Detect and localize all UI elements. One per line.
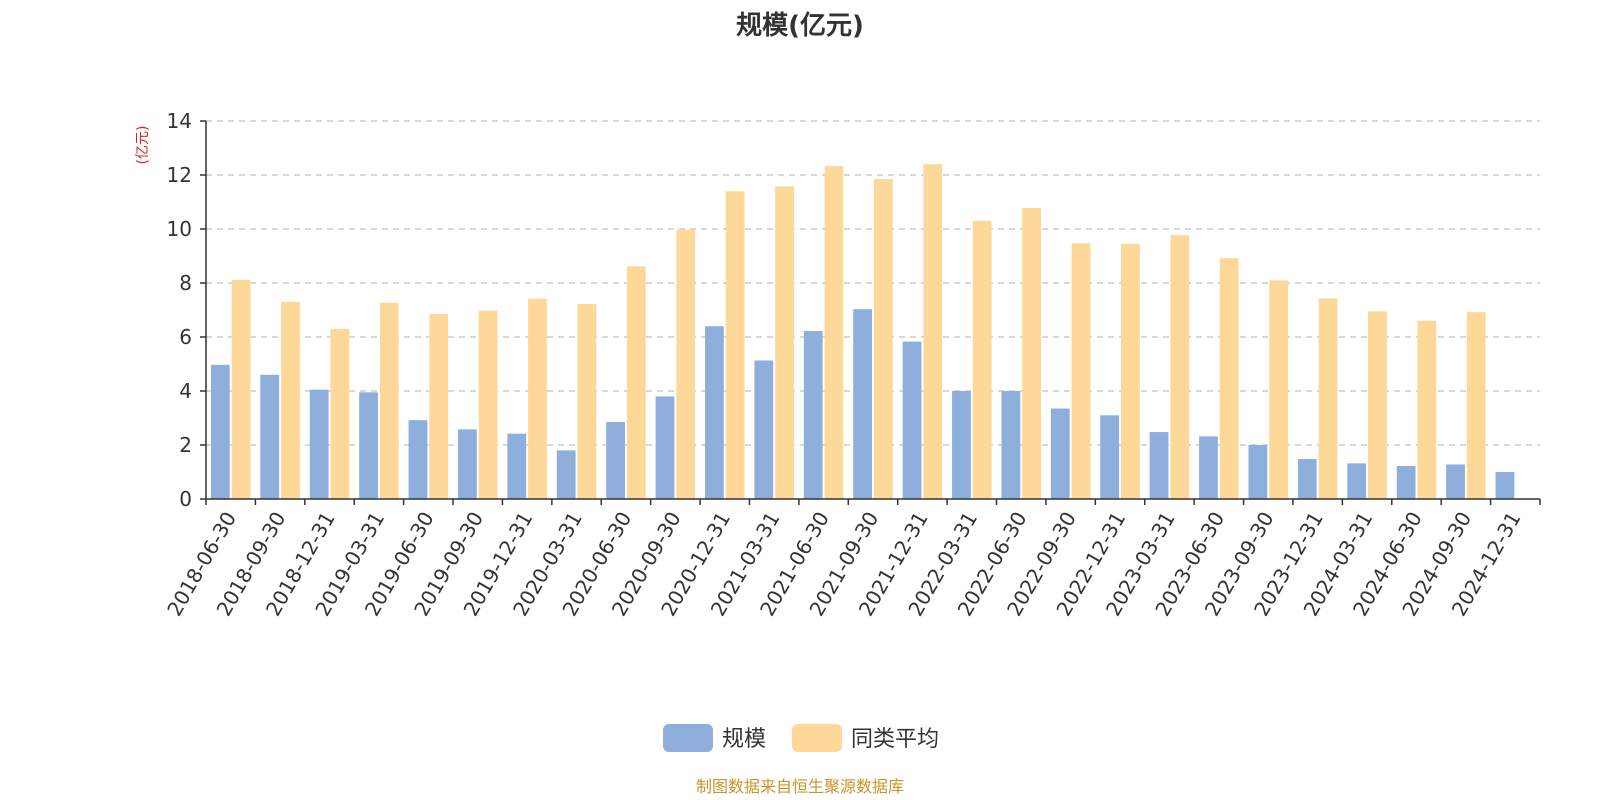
bar-peer-average[interactable] xyxy=(725,191,745,499)
bar-peer-average[interactable] xyxy=(1368,311,1387,499)
bar-peer-average[interactable] xyxy=(1466,312,1486,499)
bar-peer-average[interactable] xyxy=(478,310,498,499)
data-source-note: 制图数据来自恒生聚源数据库 xyxy=(696,777,904,796)
legend-swatch xyxy=(663,724,713,752)
bars xyxy=(210,164,1515,500)
x-axis-ticks: 2018-06-302018-09-302018-12-312019-03-31… xyxy=(162,508,1525,621)
bar-peer-average[interactable] xyxy=(972,220,992,499)
y-tick-label: 2 xyxy=(179,433,192,457)
bar-size[interactable] xyxy=(803,331,823,499)
bar-peer-average[interactable] xyxy=(824,166,844,499)
bar-size[interactable] xyxy=(952,391,971,499)
legend-swatch xyxy=(792,724,842,752)
y-tick-label: 10 xyxy=(167,217,192,241)
bar-peer-average[interactable] xyxy=(1417,320,1437,499)
bar-peer-average[interactable] xyxy=(1121,243,1140,499)
bar-size[interactable] xyxy=(1149,432,1169,499)
bar-size[interactable] xyxy=(853,309,873,499)
y-tick-label: 14 xyxy=(167,109,192,133)
bar-size[interactable] xyxy=(1347,463,1367,499)
bar-size[interactable] xyxy=(1199,436,1218,499)
bar-peer-average[interactable] xyxy=(923,164,943,499)
bar-size[interactable] xyxy=(655,396,675,499)
y-tick-label: 8 xyxy=(179,271,192,295)
chart-title: 规模(亿元) xyxy=(736,11,864,41)
y-axis-ticks: 0 2 4 6 8 10 12 14 xyxy=(167,109,192,511)
y-tick-label: 0 xyxy=(179,487,192,511)
legend-item-size[interactable]: 规模 xyxy=(663,724,766,752)
bar-peer-average[interactable] xyxy=(1022,207,1041,499)
bar-peer-average[interactable] xyxy=(379,302,399,499)
bar-peer-average[interactable] xyxy=(231,279,251,499)
bar-size[interactable] xyxy=(210,364,230,499)
legend[interactable]: 规模 同类平均 xyxy=(663,724,939,752)
bar-peer-average[interactable] xyxy=(1071,243,1091,499)
bar-peer-average[interactable] xyxy=(429,314,449,499)
bar-peer-average[interactable] xyxy=(1219,258,1239,499)
bar-peer-average[interactable] xyxy=(873,179,893,500)
bar-peer-average[interactable] xyxy=(1269,280,1289,499)
bar-size[interactable] xyxy=(507,433,527,499)
bar-peer-average[interactable] xyxy=(626,266,646,499)
y-tick-label: 6 xyxy=(179,325,192,349)
bar-size[interactable] xyxy=(606,422,625,499)
bar-peer-average[interactable] xyxy=(577,304,597,499)
bar-size[interactable] xyxy=(1050,408,1070,499)
bar-size[interactable] xyxy=(1446,464,1465,499)
bar-peer-average[interactable] xyxy=(676,229,696,499)
bar-size[interactable] xyxy=(359,392,378,499)
bar-size[interactable] xyxy=(1248,445,1268,499)
y-axis-unit-label: (亿元) xyxy=(135,126,151,165)
bar-size[interactable] xyxy=(260,374,280,499)
y-tick-label: 4 xyxy=(179,379,192,403)
bar-peer-average[interactable] xyxy=(330,328,350,499)
legend-label: 同类平均 xyxy=(851,727,939,752)
bar-peer-average[interactable] xyxy=(281,301,300,499)
bar-size[interactable] xyxy=(1495,472,1515,499)
y-tick-label: 12 xyxy=(167,163,192,187)
gridlines xyxy=(206,120,1540,446)
bar-size[interactable] xyxy=(754,360,774,499)
bar-size[interactable] xyxy=(1001,391,1021,499)
legend-label: 规模 xyxy=(722,727,766,752)
bar-size[interactable] xyxy=(1100,415,1120,499)
bar-size[interactable] xyxy=(309,389,329,499)
bar-size[interactable] xyxy=(705,326,724,499)
bar-peer-average[interactable] xyxy=(1318,298,1338,499)
bar-peer-average[interactable] xyxy=(775,186,794,499)
bar-size[interactable] xyxy=(556,450,576,499)
bar-peer-average[interactable] xyxy=(528,298,547,499)
axes xyxy=(200,120,1541,505)
bar-size[interactable] xyxy=(902,341,922,499)
legend-item-peer-average[interactable]: 同类平均 xyxy=(792,724,939,752)
bar-peer-average[interactable] xyxy=(1170,235,1190,499)
bar-size[interactable] xyxy=(1396,466,1416,499)
bar-size[interactable] xyxy=(408,420,428,499)
bar-size[interactable] xyxy=(457,429,477,499)
bar-size[interactable] xyxy=(1297,459,1317,499)
